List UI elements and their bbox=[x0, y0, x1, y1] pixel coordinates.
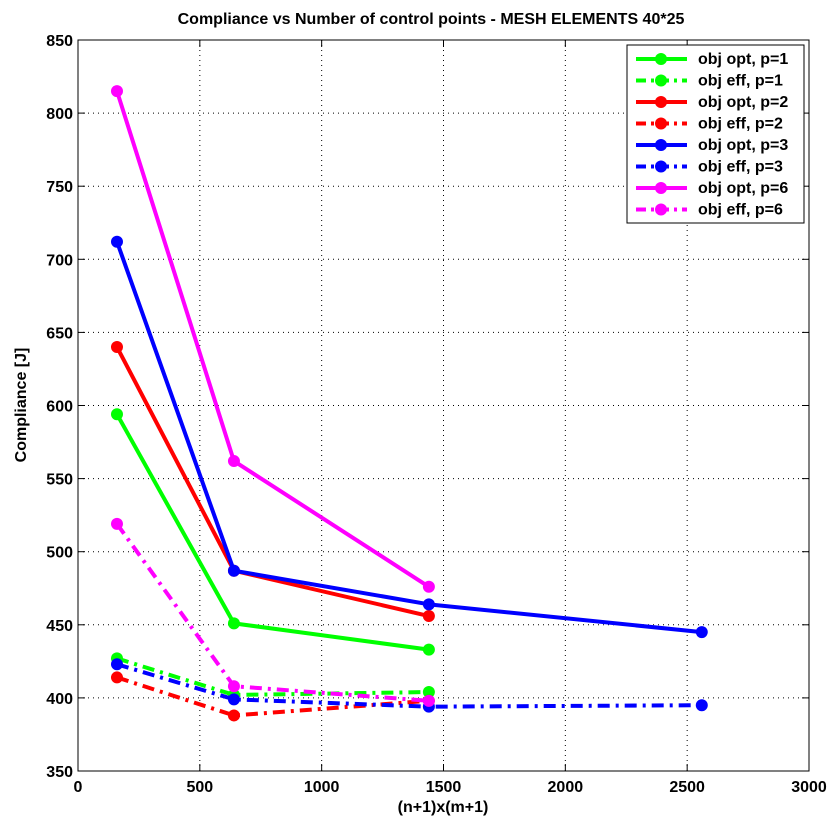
legend: obj opt, p=1 obj eff, p=1 obj opt, p=2 obj … bbox=[626, 44, 805, 224]
legend-label: obj opt, p=2 bbox=[698, 94, 788, 111]
data-point bbox=[695, 626, 708, 639]
legend-swatch-marker bbox=[655, 117, 667, 130]
y-tick-label: 500 bbox=[46, 545, 73, 562]
legend-swatch-marker bbox=[655, 96, 667, 108]
chart-title: Compliance vs Number of control points -… bbox=[178, 11, 685, 28]
legend-swatch-marker bbox=[655, 160, 667, 173]
y-axis-label: Compliance [J] bbox=[13, 348, 30, 463]
y-tick-label: 550 bbox=[46, 472, 73, 489]
legend-swatch-marker bbox=[655, 74, 667, 87]
legend-box bbox=[626, 44, 805, 224]
legend-label: obj opt, p=3 bbox=[698, 137, 788, 154]
series-1 bbox=[110, 408, 435, 656]
legend-swatch-marker bbox=[655, 182, 667, 194]
series-7 bbox=[110, 85, 435, 593]
data-point bbox=[227, 693, 240, 706]
legend-entry: obj opt, p=2 bbox=[636, 94, 788, 111]
series-layer bbox=[110, 85, 708, 722]
x-tick-label: 1000 bbox=[304, 779, 340, 796]
data-point bbox=[110, 658, 123, 671]
data-point bbox=[110, 235, 123, 248]
legend-swatch-marker bbox=[655, 53, 667, 65]
ticks: 0 500 1000 1500 2000 2500 3000 350 400 450 500 550 6… bbox=[46, 33, 827, 796]
x-tick-label: 1500 bbox=[426, 779, 462, 796]
series-5 bbox=[110, 235, 708, 639]
legend-entry: obj opt, p=1 bbox=[636, 51, 788, 68]
y-tick-label: 750 bbox=[46, 179, 73, 196]
grid bbox=[78, 40, 809, 771]
y-tick-label: 350 bbox=[46, 764, 73, 781]
data-point bbox=[422, 610, 435, 623]
data-point bbox=[110, 671, 123, 684]
legend-entry: obj opt, p=6 bbox=[636, 180, 788, 197]
legend-entry: obj opt, p=3 bbox=[636, 137, 788, 154]
x-tick-label: 500 bbox=[186, 779, 213, 796]
legend-entry: obj eff, p=2 bbox=[636, 116, 783, 133]
x-axis-label: (n+1)x(m+1) bbox=[398, 799, 489, 816]
legend-label: obj eff, p=6 bbox=[698, 202, 783, 219]
y-tick-label: 600 bbox=[46, 399, 73, 416]
y-tick-label: 800 bbox=[46, 106, 73, 123]
data-point bbox=[227, 564, 240, 577]
legend-label: obj eff, p=3 bbox=[698, 159, 783, 176]
legend-swatch-marker bbox=[655, 203, 667, 216]
series-line bbox=[116, 656, 429, 697]
data-point bbox=[227, 455, 240, 468]
series-8 bbox=[110, 517, 435, 707]
x-tick-label: 2000 bbox=[548, 779, 584, 796]
data-point bbox=[110, 85, 123, 98]
data-point bbox=[110, 408, 123, 421]
y-tick-label: 650 bbox=[46, 325, 73, 342]
data-point bbox=[110, 517, 123, 530]
legend-swatch-marker bbox=[655, 139, 667, 151]
data-point bbox=[227, 680, 240, 693]
legend-entry: obj eff, p=3 bbox=[636, 159, 783, 176]
y-tick-label: 400 bbox=[46, 691, 73, 708]
data-point bbox=[422, 643, 435, 656]
data-point bbox=[422, 598, 435, 611]
legend-label: obj eff, p=2 bbox=[698, 116, 783, 133]
series-line bbox=[115, 241, 702, 635]
data-point bbox=[422, 580, 435, 593]
legend-label: obj opt, p=1 bbox=[698, 51, 788, 68]
data-point bbox=[422, 694, 435, 707]
data-point bbox=[422, 686, 435, 699]
series-line bbox=[116, 662, 702, 709]
x-tick-label: 2500 bbox=[669, 779, 705, 796]
y-tick-label: 700 bbox=[46, 252, 73, 269]
data-point bbox=[227, 617, 240, 630]
data-point bbox=[110, 341, 123, 354]
data-point bbox=[227, 709, 240, 722]
data-point bbox=[695, 699, 708, 712]
legend-entry: obj eff, p=6 bbox=[636, 202, 783, 219]
legend-entry: obj eff, p=1 bbox=[636, 73, 783, 90]
y-tick-label: 850 bbox=[46, 33, 73, 50]
series-6 bbox=[110, 658, 708, 713]
legend-label: obj eff, p=1 bbox=[698, 73, 783, 90]
y-tick-label: 450 bbox=[46, 618, 73, 635]
x-tick-label: 0 bbox=[74, 779, 83, 796]
x-tick-label: 3000 bbox=[791, 779, 827, 796]
legend-label: obj opt, p=6 bbox=[698, 180, 788, 197]
